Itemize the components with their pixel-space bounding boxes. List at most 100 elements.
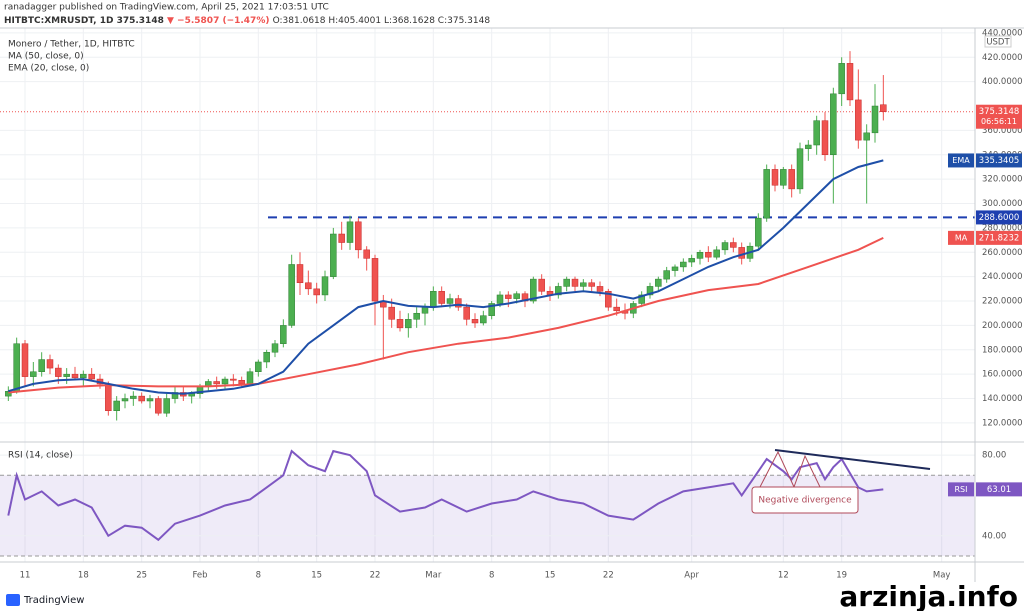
x-tick-label: Feb (192, 571, 207, 581)
price-badge-label: 375.3148 (979, 107, 1020, 117)
candle-body (530, 278, 537, 302)
candle-body (71, 373, 79, 379)
candle-body (230, 378, 237, 381)
candle-body (296, 264, 304, 284)
candle-body (38, 359, 45, 372)
candle-body (221, 378, 229, 385)
divergence-line (774, 449, 931, 470)
candle-body (280, 325, 287, 344)
rsi-legend: RSI (14, close) (8, 451, 73, 461)
y-tick-label: 400.0000 (982, 77, 1023, 87)
badge-prefix (948, 230, 974, 245)
candle-body (830, 93, 837, 156)
candle-body (646, 286, 654, 296)
plot (0, 28, 975, 562)
y-tick-label: 140.0000 (982, 394, 1023, 404)
chart-title: Monero / Tether, 1D, HITBTC (8, 40, 135, 50)
candle-body (121, 398, 129, 402)
candle-body (321, 276, 329, 296)
candle-body (846, 63, 854, 101)
price-badge-label: 288.6000 (979, 213, 1020, 223)
candle-body (163, 398, 170, 414)
candle-body (538, 278, 545, 292)
last: 375.3148 (117, 16, 164, 26)
candle-body (388, 306, 395, 320)
candle-body (655, 278, 662, 287)
candle-body (30, 371, 37, 377)
y-tick-label: 360.0000 (982, 126, 1023, 136)
price-badge (976, 104, 1022, 129)
candle-body (871, 105, 879, 134)
price-badge-label: 271.8232 (979, 233, 1020, 243)
ohlc: O:381.0618 H:405.4001 L:368.1628 C:375.3… (273, 16, 491, 26)
price-badge (976, 153, 1022, 168)
watermark-bg (828, 582, 1024, 611)
candle-body (88, 373, 95, 380)
candle-body (671, 266, 679, 271)
y-tick-label: 240.0000 (982, 272, 1023, 282)
badge-prefix-label: RSI (955, 485, 968, 494)
candle-body (688, 258, 695, 263)
candle-body (63, 373, 70, 377)
badge-prefix (948, 482, 974, 497)
candle-body (680, 261, 687, 268)
candle-body (363, 249, 370, 259)
candle-body (155, 398, 162, 414)
candle-body (105, 383, 112, 411)
candle-body (796, 148, 804, 190)
ticker-line: HITBTC:XMRUSDT, 1D 375.3148 ▼ −5.5807 (−… (4, 16, 490, 26)
y-tick-label: 160.0000 (982, 370, 1023, 380)
y-tick-label: 300.0000 (982, 199, 1023, 209)
candle-body (563, 278, 570, 287)
candle-body (413, 312, 420, 320)
x-tick-label: 12 (778, 571, 789, 581)
candle-body (880, 104, 887, 112)
candle-body (738, 247, 745, 259)
candle-body (505, 294, 512, 299)
candle-body (755, 217, 762, 247)
x-tick-label: 15 (311, 571, 322, 581)
candle-body (780, 169, 787, 186)
y-tick-label: 200.0000 (982, 321, 1023, 331)
candle-body (238, 380, 245, 385)
candle-body (821, 120, 829, 156)
candle-body (355, 221, 362, 251)
change: ▼ −5.5807 (−1.47%) (167, 16, 269, 26)
candle-body (80, 373, 87, 379)
candle-body (771, 169, 779, 186)
candle-body (346, 221, 354, 243)
candle-body (813, 120, 820, 146)
y-tick-label: 120.0000 (982, 418, 1023, 428)
x-tick-label: 8 (489, 571, 494, 581)
candle-body (605, 291, 612, 308)
x-tick-label: 18 (78, 571, 89, 581)
candle-body (805, 144, 812, 149)
x-tick-label: Apr (684, 571, 699, 581)
candle-body (305, 282, 312, 290)
candle-body (513, 293, 520, 299)
candle-body (580, 282, 587, 287)
y-tick-label: 40.00 (982, 531, 1006, 541)
symbol: HITBTC:XMRUSDT, 1D (4, 16, 113, 26)
candle-body (838, 63, 845, 95)
candle-body (55, 367, 62, 377)
candle-body (396, 319, 404, 329)
y-tick-label: 420.0000 (982, 53, 1023, 63)
candle-body (705, 252, 712, 258)
x-tick-label: 15 (545, 571, 556, 581)
candle-body (430, 291, 437, 308)
price-badge-label: 335.3405 (979, 156, 1020, 166)
candle-body (855, 99, 862, 141)
price-badge (976, 210, 1022, 225)
x-tick-label: 8 (256, 571, 261, 581)
indicator-line (8, 159, 884, 395)
candle-body (571, 278, 579, 287)
candle-body (596, 286, 604, 292)
x-tick-label: May (933, 571, 951, 581)
candle-body (588, 282, 595, 287)
footer (0, 589, 1024, 611)
candle-body (763, 169, 770, 219)
candle-body (313, 288, 320, 296)
publisher: ranadagger published on TradingView.com,… (4, 3, 329, 13)
